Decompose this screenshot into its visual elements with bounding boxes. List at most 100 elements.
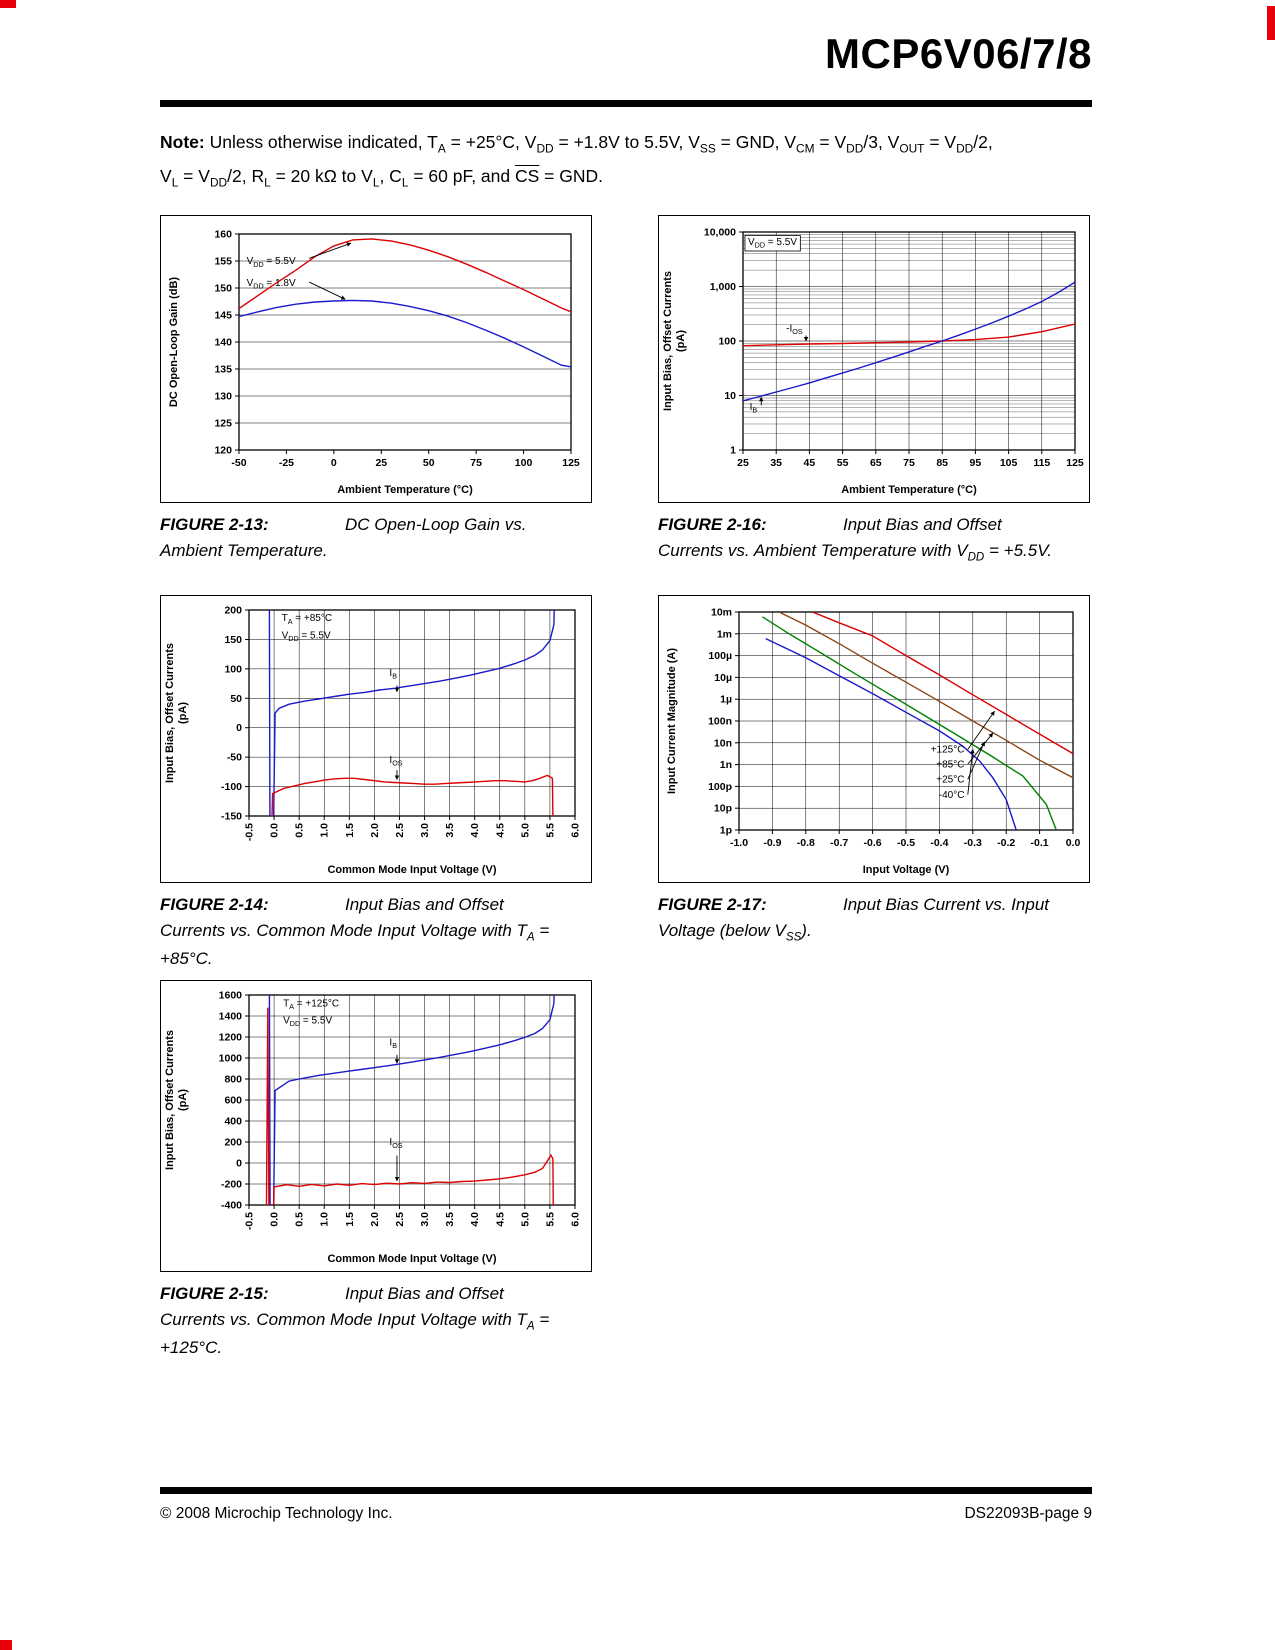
caption-2-13: FIGURE 2-13: DC Open-Loop Gain vs. Ambien… xyxy=(160,512,562,563)
svg-text:Input Current Magnitude (A): Input Current Magnitude (A) xyxy=(666,648,678,794)
svg-text:IB: IB xyxy=(389,1037,397,1050)
svg-text:125: 125 xyxy=(1066,457,1084,469)
svg-text:600: 600 xyxy=(224,1095,242,1107)
svg-text:-0.5: -0.5 xyxy=(244,823,256,841)
svg-text:4.0: 4.0 xyxy=(469,1212,481,1227)
svg-text:+25°C: +25°C xyxy=(936,775,964,786)
figure-caption-text: Input Bias and Offset Currents vs. Commo… xyxy=(160,895,550,969)
svg-text:VDD = 5.5V: VDD = 5.5V xyxy=(748,237,797,250)
figure-2-13: -50 -25 0 25 50 75 100 125 120 125 130 135 140 145 150… xyxy=(160,215,592,563)
svg-text:35: 35 xyxy=(770,457,782,469)
page-title: MCP6V06/7/8 xyxy=(825,30,1092,77)
svg-text:Common Mode Input Voltage (V): Common Mode Input Voltage (V) xyxy=(327,1253,496,1265)
svg-text:150: 150 xyxy=(214,283,232,295)
svg-text:6.0: 6.0 xyxy=(570,1212,582,1227)
svg-text:VDD = 1.8V: VDD = 1.8V xyxy=(247,278,296,291)
svg-text:125: 125 xyxy=(562,457,580,469)
svg-text:25: 25 xyxy=(737,457,749,469)
svg-text:-150: -150 xyxy=(221,811,242,823)
svg-text:200: 200 xyxy=(224,1137,242,1149)
footer-rule xyxy=(160,1487,1092,1494)
svg-text:4.5: 4.5 xyxy=(494,823,506,838)
svg-text:100µ: 100µ xyxy=(708,650,732,662)
figure-label: FIGURE 2-15: xyxy=(160,1284,269,1303)
svg-text:100: 100 xyxy=(224,663,242,675)
svg-text:-0.3: -0.3 xyxy=(964,837,982,849)
caption-2-15: FIGURE 2-15: Input Bias and Offset Curren… xyxy=(160,1281,562,1361)
svg-text:Input Bias, Offset Currents: Input Bias, Offset Currents xyxy=(164,643,176,783)
figure-caption-text: Input Bias and Offset Currents vs. Ambie… xyxy=(658,515,1053,563)
figure-label: FIGURE 2-14: xyxy=(160,895,269,914)
svg-text:-0.5: -0.5 xyxy=(244,1212,256,1230)
svg-text:-0.6: -0.6 xyxy=(864,837,882,849)
svg-text:Input Bias, Offset Currents: Input Bias, Offset Currents xyxy=(164,1030,176,1170)
svg-text:5.0: 5.0 xyxy=(519,1212,531,1227)
figure-label: FIGURE 2-16: xyxy=(658,515,767,534)
svg-text:VDD = 5.5V: VDD = 5.5V xyxy=(247,256,296,269)
svg-text:-0.5: -0.5 xyxy=(897,837,915,849)
svg-text:95: 95 xyxy=(970,457,982,469)
svg-text:75: 75 xyxy=(470,457,482,469)
svg-text:150: 150 xyxy=(224,634,242,646)
svg-text:200: 200 xyxy=(224,605,242,617)
svg-text:1n: 1n xyxy=(720,759,732,771)
svg-text:Ambient Temperature (°C): Ambient Temperature (°C) xyxy=(841,484,977,496)
svg-text:DC Open-Loop Gain (dB): DC Open-Loop Gain (dB) xyxy=(168,277,180,407)
svg-text:IB: IB xyxy=(389,668,397,681)
svg-text:IOS: IOS xyxy=(389,1137,402,1150)
svg-text:100n: 100n xyxy=(708,716,732,728)
svg-text:130: 130 xyxy=(214,391,232,403)
svg-text:TA = +125°C: TA = +125°C xyxy=(283,999,339,1012)
svg-text:-0.9: -0.9 xyxy=(763,837,781,849)
svg-text:0.0: 0.0 xyxy=(269,1212,281,1227)
svg-text:5.5: 5.5 xyxy=(544,1212,556,1227)
svg-text:800: 800 xyxy=(224,1074,242,1086)
svg-text:0.0: 0.0 xyxy=(269,823,281,838)
svg-text:-0.1: -0.1 xyxy=(1031,837,1049,849)
svg-text:1.5: 1.5 xyxy=(344,1212,356,1227)
svg-text:IOS: IOS xyxy=(389,755,402,768)
svg-text:VDD = 5.5V: VDD = 5.5V xyxy=(282,630,331,643)
svg-text:120: 120 xyxy=(214,445,232,457)
figure-2-14: -0.5 0.0 0.5 1.0 1.5 2.0 2.5 3.0 3.5 4.0 4.5 5.0 5.5… xyxy=(160,595,592,972)
svg-text:10,000: 10,000 xyxy=(704,227,736,239)
svg-text:0.5: 0.5 xyxy=(294,823,306,838)
svg-text:65: 65 xyxy=(870,457,882,469)
svg-text:2.5: 2.5 xyxy=(394,823,406,838)
svg-text:1600: 1600 xyxy=(219,990,243,1002)
svg-text:1.0: 1.0 xyxy=(319,823,331,838)
note-text: Note: Unless otherwise indicated, TA = +… xyxy=(160,132,993,190)
svg-text:3.5: 3.5 xyxy=(444,1212,456,1227)
footer-page-number: DS22093B-page 9 xyxy=(964,1505,1092,1522)
svg-text:-0.4: -0.4 xyxy=(930,837,948,849)
svg-text:-IOS: -IOS xyxy=(786,323,803,336)
svg-text:-50: -50 xyxy=(231,457,246,469)
svg-text:3.5: 3.5 xyxy=(444,823,456,838)
svg-text:TA = +85°C: TA = +85°C xyxy=(282,613,333,626)
svg-text:1200: 1200 xyxy=(219,1032,243,1044)
crop-mark-bottom-left xyxy=(0,1640,12,1650)
svg-text:Ambient Temperature (°C): Ambient Temperature (°C) xyxy=(337,484,473,496)
svg-text:10m: 10m xyxy=(711,607,732,619)
svg-text:2.5: 2.5 xyxy=(394,1212,406,1227)
svg-text:-25: -25 xyxy=(279,457,294,469)
caption-2-14: FIGURE 2-14: Input Bias and Offset Curren… xyxy=(160,892,562,972)
figure-label: FIGURE 2-13: xyxy=(160,515,269,534)
svg-text:5.5: 5.5 xyxy=(544,823,556,838)
svg-text:140: 140 xyxy=(214,337,232,349)
svg-text:145: 145 xyxy=(214,310,232,322)
svg-text:5.0: 5.0 xyxy=(519,823,531,838)
svg-text:75: 75 xyxy=(903,457,915,469)
svg-text:155: 155 xyxy=(214,256,232,268)
svg-text:160: 160 xyxy=(214,229,232,241)
svg-text:50: 50 xyxy=(230,693,242,705)
svg-text:Input Voltage (V): Input Voltage (V) xyxy=(863,864,950,876)
svg-text:1,000: 1,000 xyxy=(710,281,736,293)
svg-text:1: 1 xyxy=(730,445,736,457)
header-rule xyxy=(160,100,1092,107)
svg-text:-200: -200 xyxy=(221,1179,242,1191)
svg-text:10: 10 xyxy=(724,390,736,402)
svg-text:4.0: 4.0 xyxy=(469,823,481,838)
svg-text:0.0: 0.0 xyxy=(1066,837,1081,849)
svg-text:135: 135 xyxy=(214,364,232,376)
